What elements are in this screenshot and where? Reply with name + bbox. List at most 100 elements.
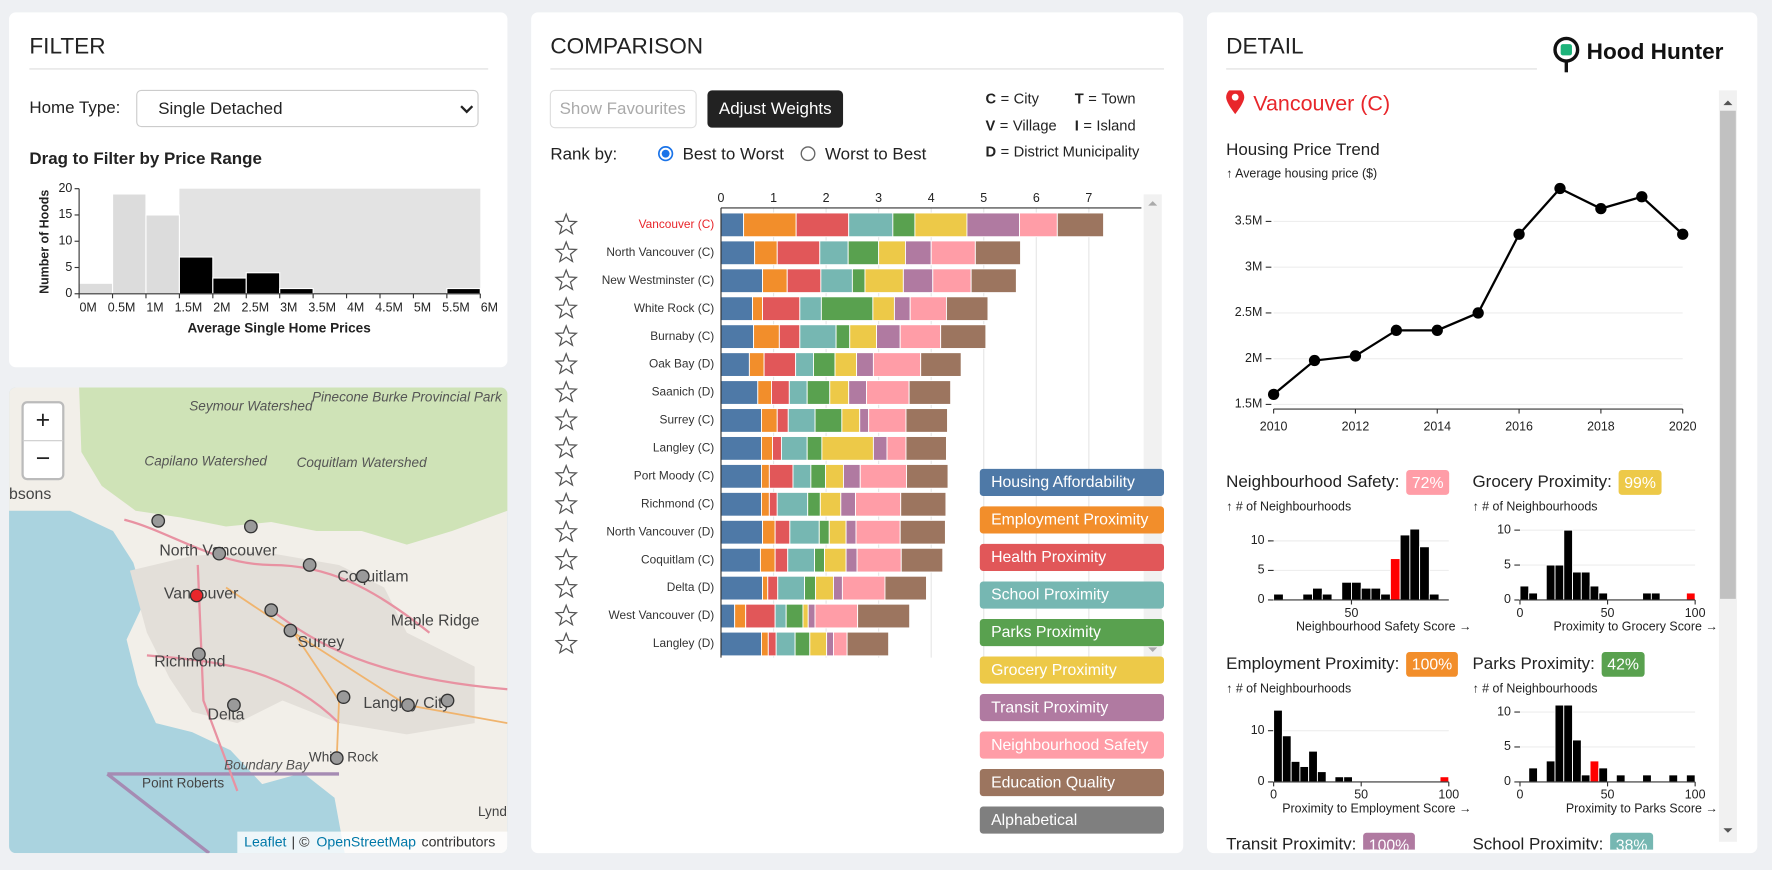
marker[interactable] bbox=[283, 623, 298, 638]
x-tick-label: 7 bbox=[1085, 191, 1092, 205]
x-tick-label: 3 bbox=[875, 191, 882, 205]
x-axis-label: Neighbourhood Safety Score → bbox=[1296, 619, 1471, 633]
marker[interactable] bbox=[192, 647, 206, 662]
x-axis-label: Proximity to Parks Score → bbox=[1566, 801, 1718, 815]
sort-button[interactable] bbox=[979, 581, 1165, 609]
bar-segment bbox=[757, 380, 772, 405]
favourite-star[interactable] bbox=[554, 519, 579, 543]
marker[interactable] bbox=[227, 698, 241, 712]
sort-button[interactable] bbox=[979, 468, 1165, 497]
sort-button[interactable] bbox=[979, 656, 1165, 684]
marker[interactable] bbox=[401, 698, 415, 712]
sort-button[interactable] bbox=[979, 618, 1165, 647]
x-tick-label: 2012 bbox=[1342, 419, 1370, 433]
favourite-star[interactable] bbox=[554, 212, 579, 235]
attribution-link[interactable]: OpenStreetMap bbox=[316, 834, 416, 850]
marker[interactable] bbox=[302, 558, 317, 572]
bar-segment bbox=[753, 324, 780, 349]
marker[interactable] bbox=[336, 690, 351, 705]
favourite-star[interactable] bbox=[554, 491, 579, 515]
show-favourites-button[interactable] bbox=[549, 89, 697, 129]
bar bbox=[1642, 774, 1652, 783]
marker[interactable] bbox=[264, 603, 279, 618]
radio-dot bbox=[661, 149, 670, 158]
home-type-select[interactable] bbox=[136, 89, 479, 128]
bar-segment bbox=[818, 519, 830, 545]
favourite-star[interactable] bbox=[554, 240, 579, 263]
marker[interactable] bbox=[329, 751, 344, 766]
bar-segment bbox=[774, 547, 789, 573]
bar-segment bbox=[902, 268, 934, 294]
favourite-star[interactable] bbox=[554, 575, 579, 599]
map-label: Richmond bbox=[154, 653, 225, 670]
marker[interactable] bbox=[355, 569, 370, 584]
zoom-in[interactable]: + bbox=[36, 406, 51, 434]
radio[interactable] bbox=[800, 146, 816, 162]
bar-segment bbox=[786, 268, 822, 294]
home-type-value: Single Detached bbox=[158, 99, 282, 118]
sort-button-label: Employment Proximity bbox=[991, 512, 1148, 529]
marker-selected[interactable] bbox=[189, 588, 204, 603]
sort-button[interactable] bbox=[979, 769, 1165, 797]
bar-segment bbox=[825, 464, 844, 489]
category-label: Langley (C) bbox=[653, 441, 714, 455]
price-point bbox=[1431, 324, 1443, 336]
bar-segment bbox=[864, 268, 904, 294]
attribution-text: | © bbox=[292, 834, 311, 850]
map-label: Lynd bbox=[478, 804, 507, 819]
adjust-weights-button[interactable] bbox=[707, 90, 844, 128]
marker[interactable] bbox=[212, 546, 227, 561]
sort-button-label: School Proximity bbox=[991, 587, 1109, 604]
y-axis-label: ↑ # of Neighbourhoods bbox=[1226, 500, 1351, 514]
sort-button[interactable] bbox=[979, 693, 1165, 722]
sort-button[interactable] bbox=[979, 543, 1165, 572]
map[interactable]: Seymour Watershed Pinecone Burke Provinc… bbox=[9, 387, 508, 854]
favourite-star[interactable] bbox=[554, 435, 579, 459]
sort-button[interactable] bbox=[979, 731, 1165, 759]
scroll-thumb[interactable] bbox=[1720, 110, 1736, 599]
map-label: Pinecone Burke Provincial Park bbox=[312, 389, 503, 404]
sort-button[interactable] bbox=[979, 806, 1165, 834]
y-axis-label: Number of Hoods bbox=[37, 190, 51, 294]
favourite-star[interactable] bbox=[554, 547, 579, 571]
favourite-star[interactable] bbox=[554, 324, 579, 347]
favourite-star[interactable] bbox=[554, 463, 579, 487]
favourite-star[interactable] bbox=[554, 631, 579, 655]
bar bbox=[1334, 776, 1345, 783]
category-label: West Vancouver (D) bbox=[609, 608, 715, 622]
favourite-star[interactable] bbox=[554, 296, 579, 319]
sort-button[interactable] bbox=[979, 506, 1165, 534]
scrollbar[interactable] bbox=[1143, 194, 1162, 658]
bar bbox=[1341, 581, 1352, 601]
rank-option: Worst to Best bbox=[825, 144, 927, 163]
bar-segment bbox=[720, 575, 763, 601]
bar-segment bbox=[720, 268, 763, 294]
favourite-star[interactable] bbox=[554, 407, 579, 431]
marker[interactable] bbox=[151, 513, 166, 528]
marker[interactable] bbox=[440, 693, 455, 708]
favourite-star[interactable] bbox=[554, 603, 579, 627]
bar-segment bbox=[819, 491, 842, 517]
bar-segment bbox=[840, 491, 856, 517]
bar bbox=[1419, 546, 1430, 601]
x-tick-label: 3M bbox=[280, 301, 297, 315]
sort-button-label: Transit Proximity bbox=[991, 699, 1108, 716]
marker[interactable] bbox=[243, 519, 258, 534]
x-axis-label: Proximity to Grocery Score → bbox=[1553, 619, 1717, 633]
logo-mark bbox=[1560, 44, 1572, 56]
price-trend-chart: 1.5M 2M 2.5M 3M 3.5M 2010 2012 2014 2016 2018 2020 bbox=[1235, 182, 1697, 433]
zoom-out[interactable]: − bbox=[36, 444, 51, 472]
favourite-star[interactable] bbox=[554, 268, 579, 291]
comparison-chart: 0 1 2 3 4 5 6 7 Vancouver (C) North Vancouver (C)… bbox=[554, 191, 1165, 834]
y-axis-label: ↑ Average housing price ($) bbox=[1226, 166, 1377, 180]
bar-segment bbox=[845, 547, 858, 573]
price-histogram[interactable]: 0 5 10 15 20 0M 0.5M 1M 1.5M 2M 2.5M 3M 3.5M 4M 4.5M 5M… bbox=[37, 181, 497, 335]
favourite-star[interactable] bbox=[554, 380, 579, 403]
favourite-star[interactable] bbox=[554, 352, 579, 375]
bar bbox=[1554, 704, 1565, 783]
attribution-box bbox=[237, 831, 508, 854]
bar-segment bbox=[780, 436, 808, 461]
attribution-link[interactable]: Leaflet bbox=[244, 834, 286, 850]
